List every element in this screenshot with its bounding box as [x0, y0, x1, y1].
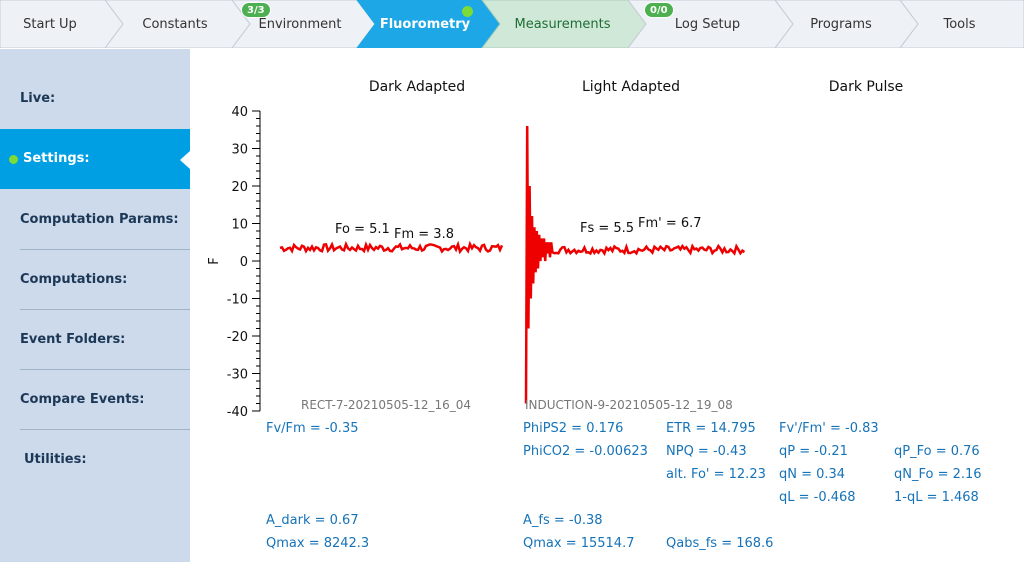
result-qabs-fs: Qabs_fs = 168.6 — [666, 536, 774, 551]
tab-fluorometry[interactable]: Fluorometry — [379, 17, 471, 32]
y-tick-label: 0 — [240, 255, 248, 270]
result-a-dark: A_dark = 0.67 — [266, 513, 359, 528]
sidebar-divider — [20, 249, 190, 250]
y-tick-label: -40 — [227, 405, 248, 419]
sidebar-divider — [20, 309, 190, 310]
fluorometry-status-dot — [462, 6, 473, 17]
fo-annotation: Fo = 5.1 — [335, 222, 390, 237]
result-fv-fm: Fv/Fm = -0.35 — [266, 421, 359, 436]
tab-constants-shape[interactable] — [104, 0, 251, 48]
sidebar-divider — [20, 369, 190, 370]
sidebar-item-computations[interactable]: Computations: — [0, 250, 190, 310]
result-phico2: PhiCO2 = -0.00623 — [523, 444, 648, 459]
y-tick-label: 30 — [231, 143, 248, 158]
sidebar-item-computation-params[interactable]: Computation Params: — [0, 190, 190, 250]
top-navigation: Start Up Constants Environment Fluoromet… — [0, 0, 1024, 48]
result-ql: qL = -0.468 — [779, 490, 856, 505]
tab-tools-shape[interactable] — [899, 0, 1024, 48]
sidebar-item-label: Compare Events: — [20, 392, 145, 407]
sidebar-item-label: Computations: — [20, 272, 128, 287]
tab-tools[interactable]: Tools — [943, 17, 976, 32]
result-alt-fo: alt. Fo' = 12.23 — [666, 467, 766, 482]
selection-pointer-icon — [180, 151, 190, 169]
sidebar-item-label: Event Folders: — [20, 332, 126, 347]
light-adapted-trace — [524, 125, 746, 404]
result-qn: qN = 0.34 — [779, 467, 846, 482]
panel-title-light-adapted: Light Adapted — [582, 79, 680, 95]
sidebar-item-label: Computation Params: — [20, 212, 179, 227]
y-tick-label: -10 — [227, 293, 248, 308]
tab-log-setup[interactable]: Log Setup — [674, 17, 741, 32]
environment-count-badge: 3/3 — [241, 2, 271, 18]
sidebar-item-settings[interactable]: Settings: — [0, 129, 190, 189]
sidebar-divider — [20, 429, 190, 430]
result-qp-fo: qP_Fo = 0.76 — [894, 444, 980, 459]
tab-programs-shape[interactable] — [774, 0, 919, 48]
y-tick-label: 20 — [231, 180, 248, 195]
fm-annotation: Fm = 3.8 — [394, 227, 454, 242]
tab-programs[interactable]: Programs — [810, 17, 872, 32]
tab-start-up[interactable]: Start Up — [23, 17, 77, 32]
y-axis-ticks — [252, 110, 260, 412]
y-tick-label: 40 — [231, 105, 248, 120]
sidebar-item-compare-events[interactable]: Compare Events: — [0, 370, 190, 430]
fs-annotation: Fs = 5.5 — [580, 221, 634, 236]
sidebar-item-label: Settings: — [23, 151, 90, 166]
sidebar: Live: Settings: Computation Params: Comp… — [0, 49, 190, 562]
panel-title-dark-pulse: Dark Pulse — [829, 79, 904, 95]
tab-environment[interactable]: Environment — [258, 17, 342, 32]
sidebar-item-label: Utilities: — [24, 452, 87, 467]
y-axis-label: F — [207, 257, 222, 264]
sidebar-item-label: Live: — [20, 91, 56, 106]
tab-measurements-shape[interactable] — [481, 0, 647, 48]
result-npq: NPQ = -0.43 — [666, 444, 747, 459]
fm-prime-annotation: Fm' = 6.7 — [638, 216, 702, 231]
y-tick-label: -20 — [227, 330, 248, 345]
panel-title-dark-adapted: Dark Adapted — [369, 79, 465, 95]
settings-status-dot — [9, 155, 18, 164]
sidebar-item-event-folders[interactable]: Event Folders: — [0, 310, 190, 370]
result-etr: ETR = 14.795 — [666, 421, 756, 436]
result-qn-fo: qN_Fo = 2.16 — [894, 467, 982, 482]
y-tick-label: -30 — [227, 368, 248, 383]
result-a-fs: A_fs = -0.38 — [523, 513, 603, 528]
result-fv-fm-prime: Fv'/Fm' = -0.83 — [779, 421, 879, 436]
result-qp: qP = -0.21 — [779, 444, 848, 459]
tab-constants[interactable]: Constants — [142, 17, 208, 32]
result-phips2: PhiPS2 = 0.176 — [523, 421, 624, 436]
y-axis-tick-labels: 40 30 20 10 0 -10 -20 -30 -40 — [227, 105, 248, 419]
result-qmax-light: Qmax = 15514.7 — [523, 536, 635, 551]
sidebar-item-live[interactable]: Live: — [0, 69, 190, 129]
sidebar-item-utilities[interactable]: Utilities: — [0, 430, 190, 490]
y-tick-label: 10 — [231, 218, 248, 233]
result-one-ql: 1-qL = 1.468 — [894, 490, 979, 505]
tab-measurements[interactable]: Measurements — [514, 17, 611, 32]
result-qmax-dark: Qmax = 8242.3 — [266, 536, 370, 551]
fluorescence-chart: Dark Adapted Light Adapted Dark Pulse 40… — [207, 79, 904, 419]
log-setup-count-badge: 0/0 — [644, 2, 674, 18]
dark-event-label: RECT-7-20210505-12_16_04 — [301, 398, 471, 412]
light-event-label: INDUCTION-9-20210505-12_19_08 — [525, 398, 733, 412]
dark-adapted-trace — [279, 240, 504, 255]
